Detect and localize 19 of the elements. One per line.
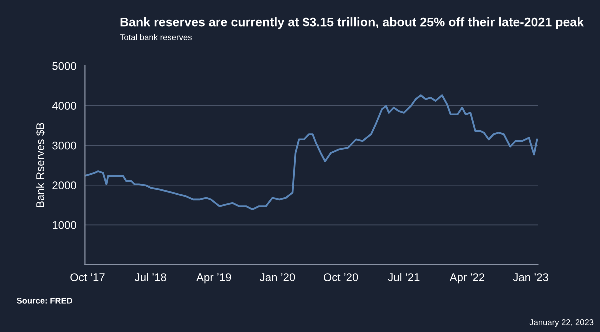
y-tick-label: 5000 <box>52 62 76 70</box>
x-tick-label: Apr ’22 <box>450 274 485 284</box>
text: January 22, 2023 <box>530 320 594 328</box>
x-tick-label: Apr ’19 <box>196 274 232 284</box>
y-axis-title: Bank Rserves $B <box>36 123 46 208</box>
y-tick-label: 1000 <box>53 221 76 230</box>
x-tick-label: Jan ’23 <box>513 274 548 282</box>
source-note: Source: FRED <box>17 298 72 304</box>
x-tick-label: Jul ’18 <box>134 273 166 282</box>
x-tick-label: Oct ’17 <box>70 274 105 282</box>
x-tick-label: Oct ’20 <box>324 274 358 282</box>
chart-subtitle: Total bank reserves <box>120 34 192 40</box>
chart-title: Bank reserves are currently at $3.15 trillion, about 25% off their late-2021 peak <box>120 17 584 30</box>
y-tick-label: 4000 <box>52 102 76 110</box>
line-series <box>85 94 538 211</box>
y-tick-label: 3000 <box>52 142 76 150</box>
y-tick-label: 2000 <box>52 182 76 190</box>
x-tick-label: Jan ’20 <box>260 274 296 282</box>
x-tick-label: Jul ’21 <box>388 273 420 282</box>
